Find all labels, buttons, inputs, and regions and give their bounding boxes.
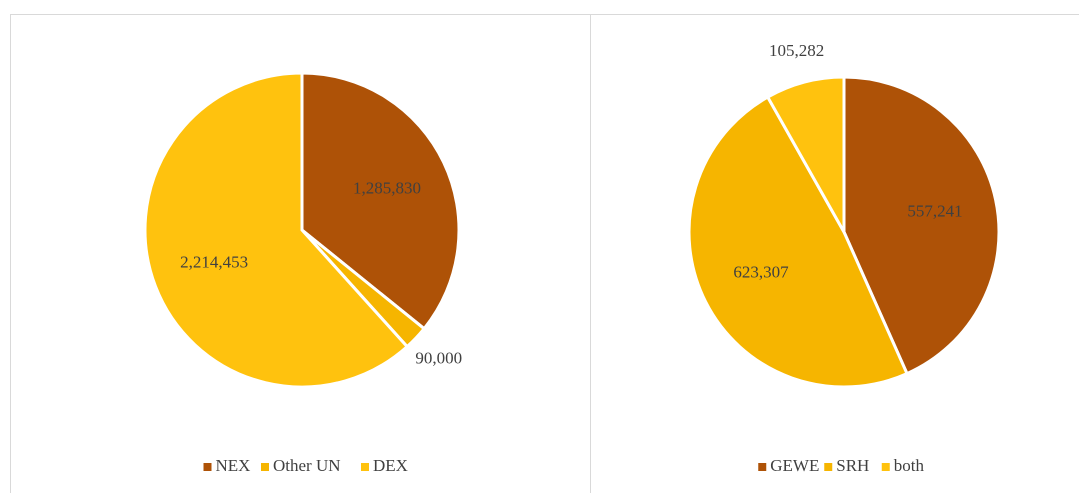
data-label: 557,241 bbox=[907, 202, 962, 221]
legend-label: NEX bbox=[216, 456, 251, 475]
legend-swatch bbox=[758, 463, 767, 471]
legend-swatch bbox=[361, 463, 369, 471]
data-label: 1,285,830 bbox=[353, 178, 421, 197]
data-label: 623,307 bbox=[733, 263, 789, 282]
legend-label: Other UN bbox=[273, 456, 341, 475]
data-label: 2,214,453 bbox=[180, 253, 248, 272]
pie-slice bbox=[765, 75, 846, 238]
legend-swatch bbox=[881, 463, 890, 471]
pie-slice bbox=[143, 71, 410, 389]
data-label: 90,000 bbox=[415, 348, 462, 367]
legend-swatch bbox=[261, 463, 269, 471]
legend-swatch bbox=[824, 463, 833, 471]
legend-label: DEX bbox=[373, 456, 408, 475]
pie-slice bbox=[842, 75, 1001, 376]
legend-label: GEWE bbox=[770, 456, 819, 475]
legend-label: SRH bbox=[836, 456, 869, 475]
pie-slice bbox=[687, 95, 909, 389]
legend-label: both bbox=[894, 456, 925, 475]
legend-swatch bbox=[203, 463, 212, 471]
chart-frame bbox=[590, 14, 1079, 493]
data-label: 105,282 bbox=[769, 41, 824, 60]
pie-slice bbox=[300, 71, 461, 331]
